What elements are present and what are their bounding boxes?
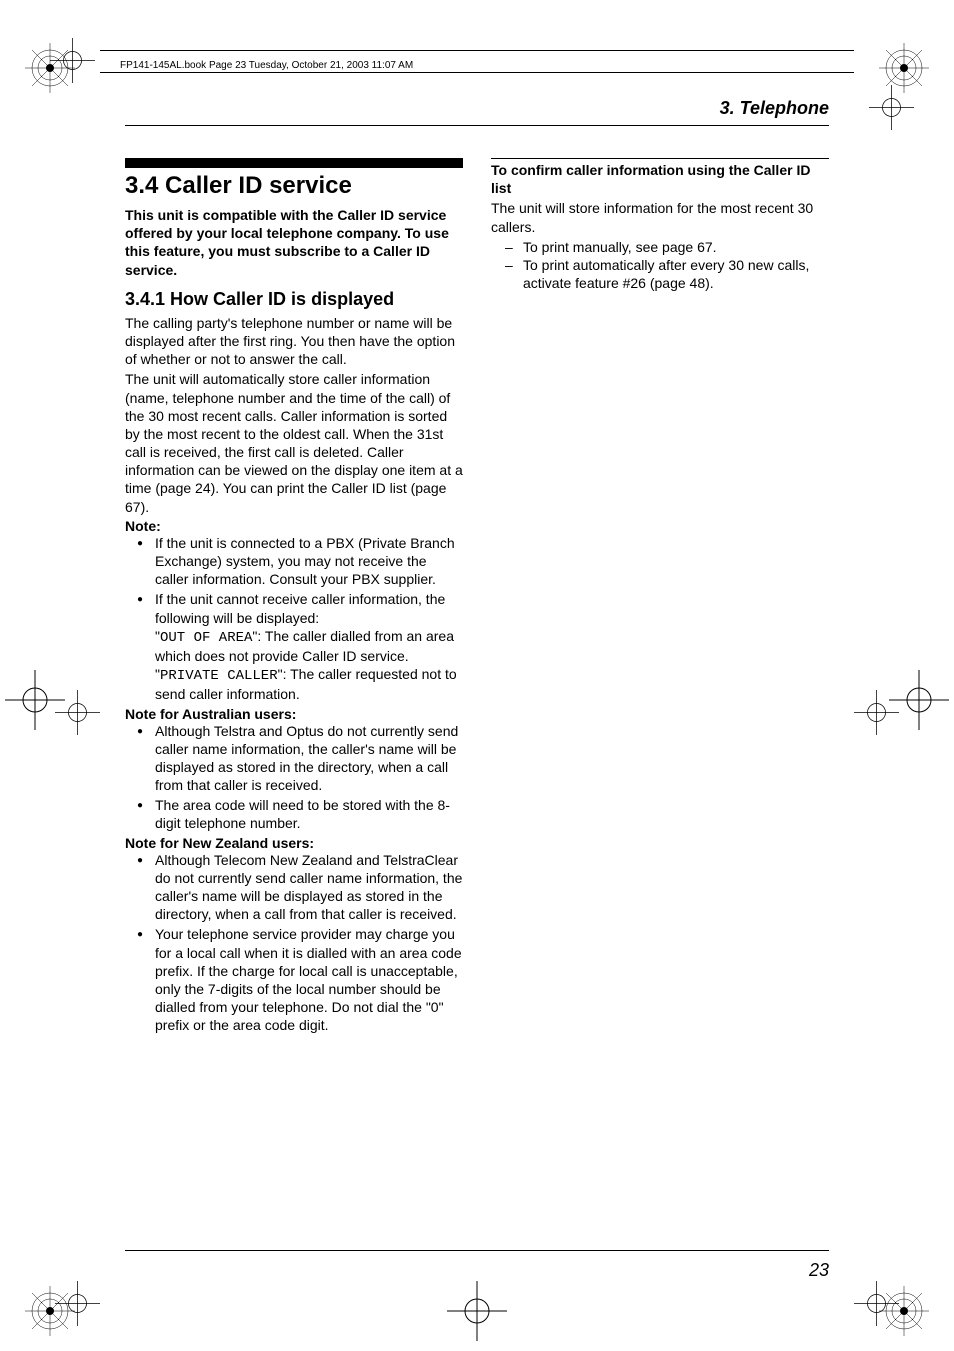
- header-meta: FP141-145AL.book Page 23 Tuesday, Octobe…: [120, 60, 413, 71]
- list-item: If the unit is connected to a PBX (Priva…: [141, 534, 463, 589]
- list-item: Although Telstra and Optus do not curren…: [141, 722, 463, 795]
- right-heading: To confirm caller information using the …: [491, 158, 829, 197]
- body-paragraph: The calling party's telephone number or …: [125, 314, 463, 369]
- list-text: If the unit cannot receive caller inform…: [155, 591, 445, 625]
- body-paragraph: The unit will store information for the …: [491, 199, 829, 235]
- list-item: The area code will need to be stored wit…: [141, 796, 463, 832]
- list-item: Your telephone service provider may char…: [141, 925, 463, 1034]
- page-content: 3. Telephone 3.4 Caller ID service This …: [125, 98, 829, 1291]
- code-text: OUT OF AREA: [160, 630, 252, 646]
- divider: [125, 125, 829, 126]
- list-item: Although Telecom New Zealand and Telstra…: [141, 851, 463, 924]
- left-column: 3.4 Caller ID service This unit is compa…: [125, 158, 463, 1037]
- right-column: To confirm caller information using the …: [491, 158, 829, 1037]
- crop-mark-icon: [869, 85, 914, 130]
- dash-list: To print manually, see page 67. To print…: [491, 238, 829, 293]
- crop-mark-icon: [50, 38, 95, 83]
- note-label: Note for Australian users:: [125, 706, 463, 722]
- section-heading: 3.4 Caller ID service: [125, 172, 463, 200]
- list-item: If the unit cannot receive caller inform…: [141, 590, 463, 703]
- chapter-title: 3. Telephone: [125, 98, 829, 119]
- footer-rule: [125, 1250, 829, 1251]
- subsection-heading: 3.4.1 How Caller ID is displayed: [125, 289, 463, 310]
- two-column-layout: 3.4 Caller ID service This unit is compa…: [125, 158, 829, 1037]
- list-item: To print manually, see page 67.: [505, 238, 829, 256]
- header-rule: [100, 72, 854, 73]
- page-number: 23: [809, 1260, 829, 1281]
- note-list: If the unit is connected to a PBX (Priva…: [125, 534, 463, 704]
- note-label: Note for New Zealand users:: [125, 835, 463, 851]
- intro-text: This unit is compatible with the Caller …: [125, 206, 463, 279]
- code-text: PRIVATE CALLER: [160, 668, 278, 684]
- crop-mark-icon: [55, 1281, 100, 1326]
- header-rule: [100, 50, 854, 51]
- body-paragraph: The unit will automatically store caller…: [125, 370, 463, 516]
- crop-mark-icon: [55, 690, 100, 735]
- crop-mark-icon: [854, 1281, 899, 1326]
- aus-list: Although Telstra and Optus do not curren…: [125, 722, 463, 833]
- nz-list: Although Telecom New Zealand and Telstra…: [125, 851, 463, 1035]
- section-bar: [125, 158, 463, 168]
- note-label: Note:: [125, 518, 463, 534]
- list-item: To print automatically after every 30 ne…: [505, 256, 829, 292]
- crop-mark-icon: [854, 690, 899, 735]
